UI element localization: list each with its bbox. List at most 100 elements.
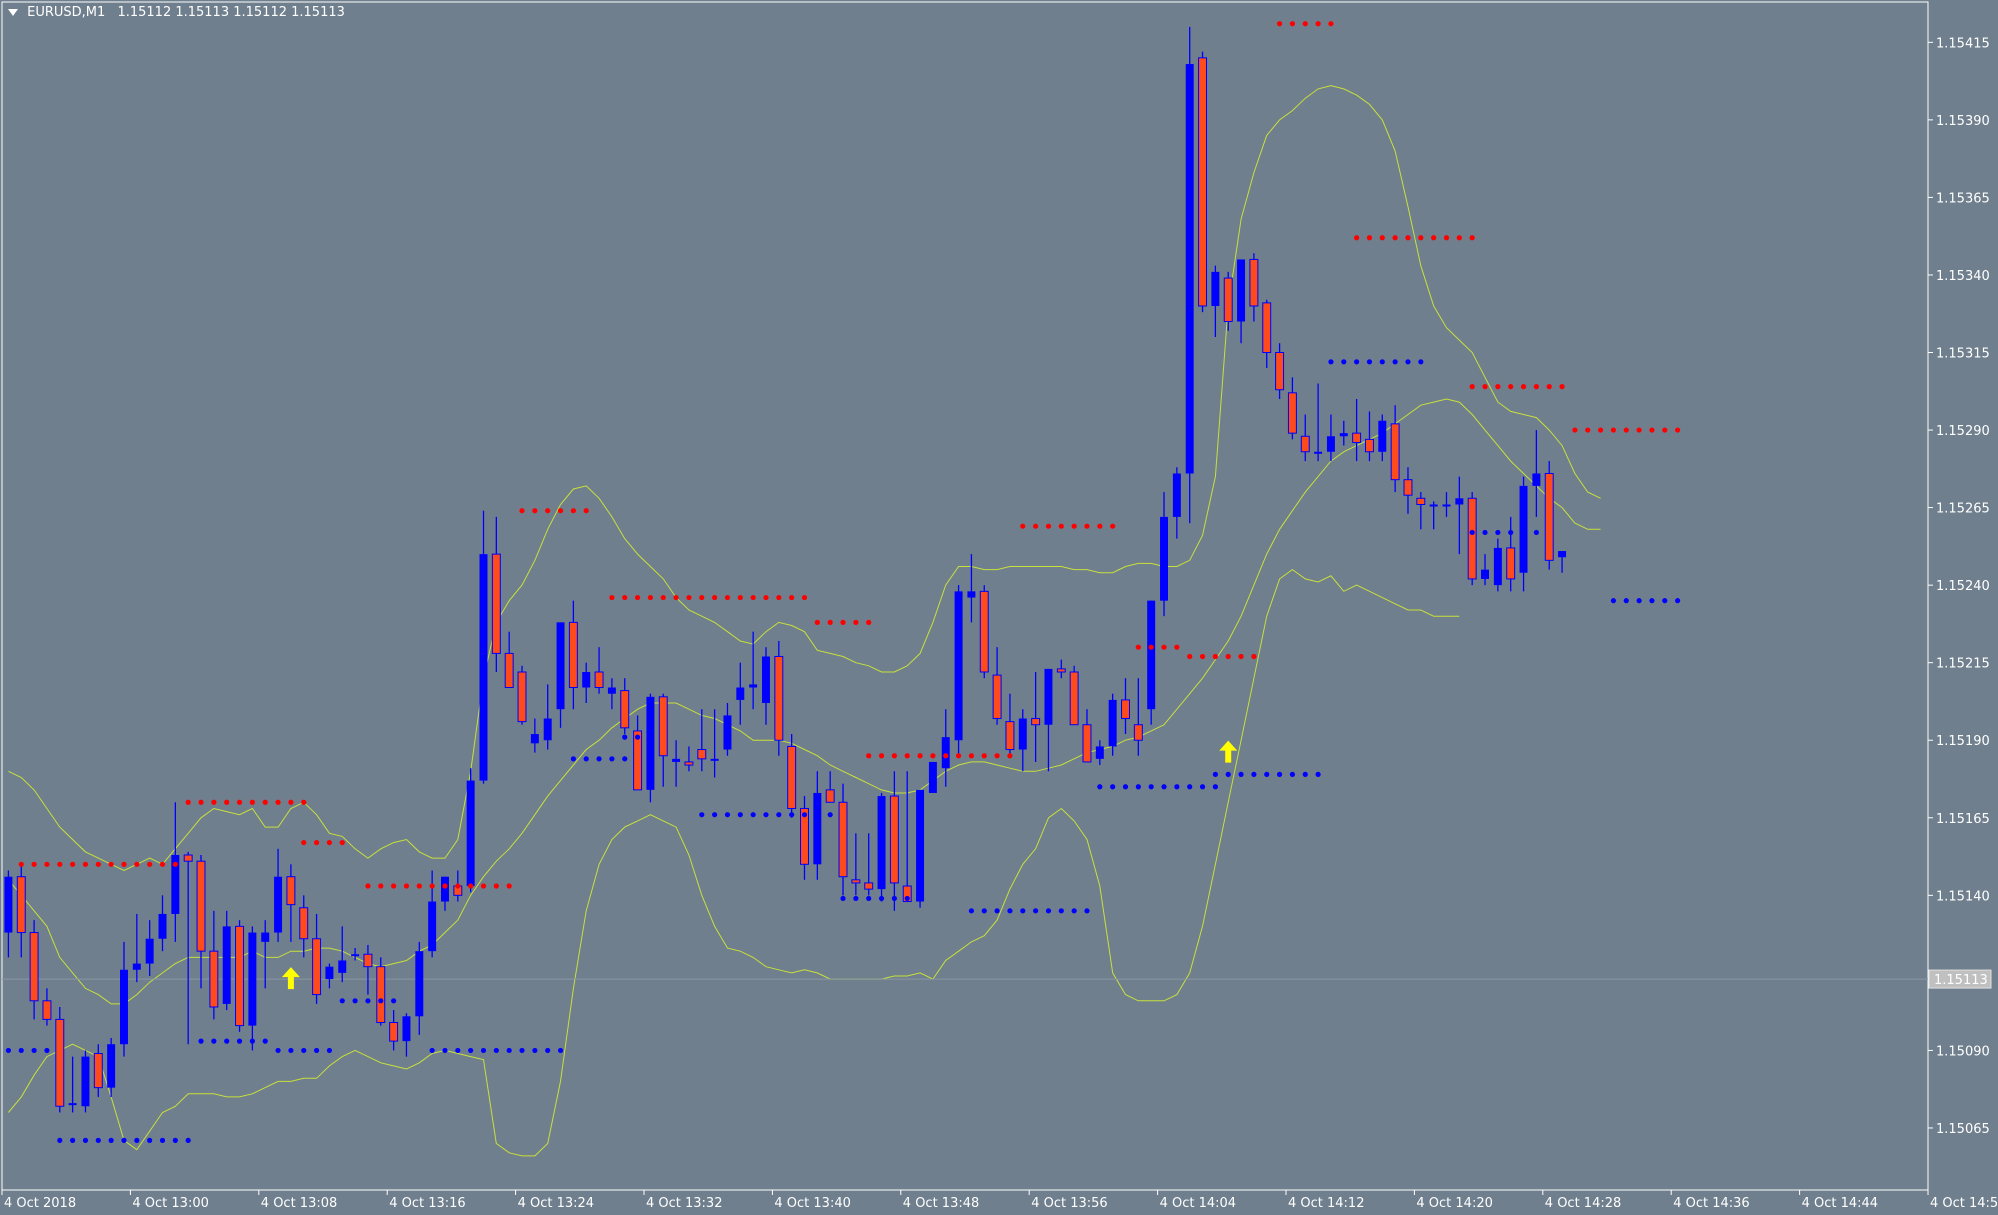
upper-stop-dot [712,594,718,601]
lower-stop-dot [5,1047,12,1054]
upper-stop-dot [981,753,987,759]
buy-arrow-icon [281,967,300,990]
buy-arrow-icon [1219,740,1238,763]
upper-stop-dot [1315,21,1321,27]
lower-stop-dot [391,998,397,1004]
candle-body [68,1103,77,1106]
candle-body [556,622,565,710]
candle-body [158,913,167,939]
candle-body [466,780,475,887]
candle-body [1275,352,1285,391]
upper-stop-dot [1597,427,1604,433]
lower-stop-dot [211,1038,217,1044]
upper-stop-dot [480,883,487,889]
candle-body [119,969,128,1045]
y-tick-label: 1.15215 [1936,657,1990,672]
upper-stop-dot [147,861,153,867]
upper-stop-dot [686,594,692,601]
candle-body [1467,497,1477,580]
upper-stop-dot [917,753,923,759]
candle-body [376,966,386,1024]
upper-stop-dot [776,594,782,601]
upper-stop-dot [198,799,204,805]
upper-stop-dot [1148,644,1154,650]
lower-stop-dot [917,895,923,902]
upper-stop-dot [249,799,255,805]
x-tick-label: 4 Oct 14:36 [1673,1196,1749,1211]
lower-stop-dot [301,1047,307,1054]
lower-stop-dot [172,1137,178,1143]
lower-stop-dot [1289,771,1296,777]
candle-body [338,960,347,973]
lower-stop-dot [1135,784,1141,790]
lower-stop-dot [198,1038,204,1044]
candle-body [1147,600,1156,710]
lower-stop-dot [519,1047,525,1054]
upper-stop-dot [1366,235,1373,241]
candle-body [274,876,283,933]
upper-stop-dot [31,861,37,867]
lower-stop-dot [1251,771,1257,777]
lower-stop-dot [712,812,718,818]
upper-stop-dot [1418,235,1424,241]
candle-body [620,690,630,729]
lower-stop-dot [1610,598,1617,604]
upper-stop-dot [493,883,499,889]
candle-body [171,855,180,914]
candle-body [1314,451,1323,454]
lower-stop-dot [750,812,756,818]
upper-stop-dot [1187,653,1193,660]
upper-stop-dot [134,861,140,867]
upper-stop-dot [262,799,268,805]
candle-body [1249,258,1259,307]
lower-stop-dot [1225,771,1231,777]
lower-stop-dot [1675,598,1681,604]
upper-stop-dot [1199,653,1206,660]
lower-stop-dot [1533,529,1539,536]
x-tick-label: 4 Oct 14:12 [1288,1196,1364,1211]
lower-stop-dot [1636,598,1642,604]
candle-body [29,932,39,1002]
lower-stop-dot [1341,359,1347,365]
candle-body [1300,435,1310,453]
upper-stop-dot [416,883,422,889]
lower-stop-dot [634,734,641,740]
upper-stop-dot [1495,384,1501,390]
candle-body [543,718,552,741]
candle-body [1211,271,1220,306]
upper-stop-dot [724,594,731,601]
lower-stop-dot [378,998,384,1004]
lower-stop-dot [1148,784,1154,790]
lower-stop-dot [1007,908,1013,914]
upper-stop-dot [339,839,345,846]
candle-body [517,671,527,723]
lower-stop-dot [44,1047,50,1054]
upper-stop-dot [737,594,743,601]
candle-body [1352,432,1362,443]
candle-body [916,789,925,902]
upper-stop-dot [1084,523,1090,529]
candle-body [787,745,797,809]
lower-stop-dot [365,998,371,1004]
candle-body [1455,498,1464,505]
upper-stop-dot [1585,427,1591,433]
chart-menu-triangle-icon[interactable] [8,9,18,16]
lower-stop-dot [121,1137,127,1143]
lower-band-line [8,568,1460,1157]
x-tick-label: 4 Oct 14:04 [1160,1196,1236,1211]
y-tick-label: 1.15290 [1936,424,1990,439]
candle-body [1121,699,1130,720]
candle-body [582,671,591,688]
upper-stop-dot [185,799,191,805]
candle-body [1544,472,1554,561]
upper-stop-dot [326,839,333,846]
candle-body [800,807,809,865]
upper-stop-dot [545,508,551,514]
lower-stop-dot [647,734,654,740]
lower-stop-dot [224,1038,230,1044]
upper-stop-dot [1392,235,1398,241]
candle-body [145,938,154,964]
upper-stop-dot [211,799,217,805]
candle-body [954,591,963,741]
